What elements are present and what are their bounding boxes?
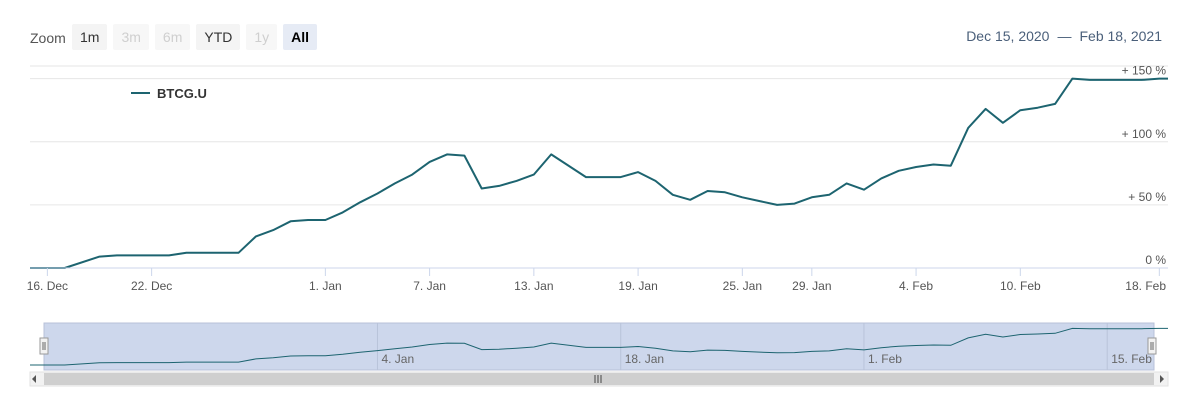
x-tick-label: 4. Feb <box>899 279 933 293</box>
zoom-all-button[interactable]: All <box>283 24 318 50</box>
y-tick-label: 0 % <box>1145 253 1166 267</box>
zoom-1y-button[interactable]: 1y <box>246 24 278 50</box>
y-tick-label: + 150 % <box>1122 64 1167 78</box>
scroll-right-arrow-icon[interactable] <box>1160 375 1164 383</box>
navigator-series <box>30 327 1168 366</box>
scrollbar[interactable] <box>29 371 1169 387</box>
x-tick-label: 29. Jan <box>792 279 831 293</box>
navigator-background <box>43 322 1155 371</box>
navigator-tick-label: 1. Feb <box>868 352 902 366</box>
zoom-3m-button[interactable]: 3m <box>113 24 149 50</box>
x-axis: 16. Dec 22. Dec 1. Jan 7. Jan 13. Jan 19. Jan… <box>27 267 1168 293</box>
y-tick-label: + 100 % <box>1122 127 1167 141</box>
navigator-grid <box>376 323 1108 370</box>
navigator[interactable]: 4. Jan 18. Jan 1. Feb 15. Feb <box>30 322 1168 371</box>
scroll-left-arrow-icon[interactable] <box>32 375 36 383</box>
zoom-label: Zoom <box>30 30 66 46</box>
x-tick-label: 10. Feb <box>1000 279 1041 293</box>
navigator-series-line-0 <box>30 327 1168 366</box>
date-from[interactable]: Dec 15, 2020 <box>966 28 1050 44</box>
zoom-6m-button[interactable]: 6m <box>154 24 191 50</box>
x-tick-label: 1. Jan <box>309 279 342 293</box>
x-tick-label: 16. Dec <box>27 279 68 293</box>
legend-label: BTCG.U <box>157 86 207 101</box>
series-line-0 <box>30 77 1168 269</box>
y-tick-label: + 50 % <box>1128 190 1166 204</box>
date-separator: — <box>1057 28 1072 44</box>
grid-lines <box>30 65 1168 206</box>
navigator-right-handle[interactable] <box>1147 337 1157 355</box>
x-tick-label: 18. Feb <box>1125 279 1166 293</box>
series-group <box>30 77 1168 269</box>
scrollbar-thumb[interactable] <box>44 373 1154 385</box>
scrollbar-grip-icon <box>594 375 602 383</box>
x-tick-label: 25. Jan <box>723 279 762 293</box>
navigator-labels: 4. Jan 18. Jan 1. Feb 15. Feb <box>381 352 1152 366</box>
zoom-button-group: 1m 3m 6m YTD 1y All <box>72 24 318 50</box>
navigator-left-handle[interactable] <box>39 337 49 355</box>
y-axis-labels: 0 % + 50 % + 100 % + 150 % <box>1122 64 1167 267</box>
toolbar: Zoom 1m 3m 6m YTD 1y All Dec 15, 2020 — … <box>0 0 1200 60</box>
date-to[interactable]: Feb 18, 2021 <box>1079 28 1162 44</box>
zoom-ytd-button[interactable]: YTD <box>196 24 241 50</box>
navigator-tick-label: 18. Jan <box>625 352 664 366</box>
x-tick-label: 22. Dec <box>131 279 172 293</box>
x-tick-label: 13. Jan <box>514 279 553 293</box>
zoom-1m-button[interactable]: 1m <box>72 24 108 50</box>
navigator-tick-label: 4. Jan <box>381 352 414 366</box>
navigator-tick-label: 15. Feb <box>1111 352 1152 366</box>
x-tick-label: 7. Jan <box>413 279 446 293</box>
date-range: Dec 15, 2020 — Feb 18, 2021 <box>966 28 1162 44</box>
x-tick-label: 19. Jan <box>618 279 657 293</box>
legend[interactable]: BTCG.U <box>131 86 207 101</box>
